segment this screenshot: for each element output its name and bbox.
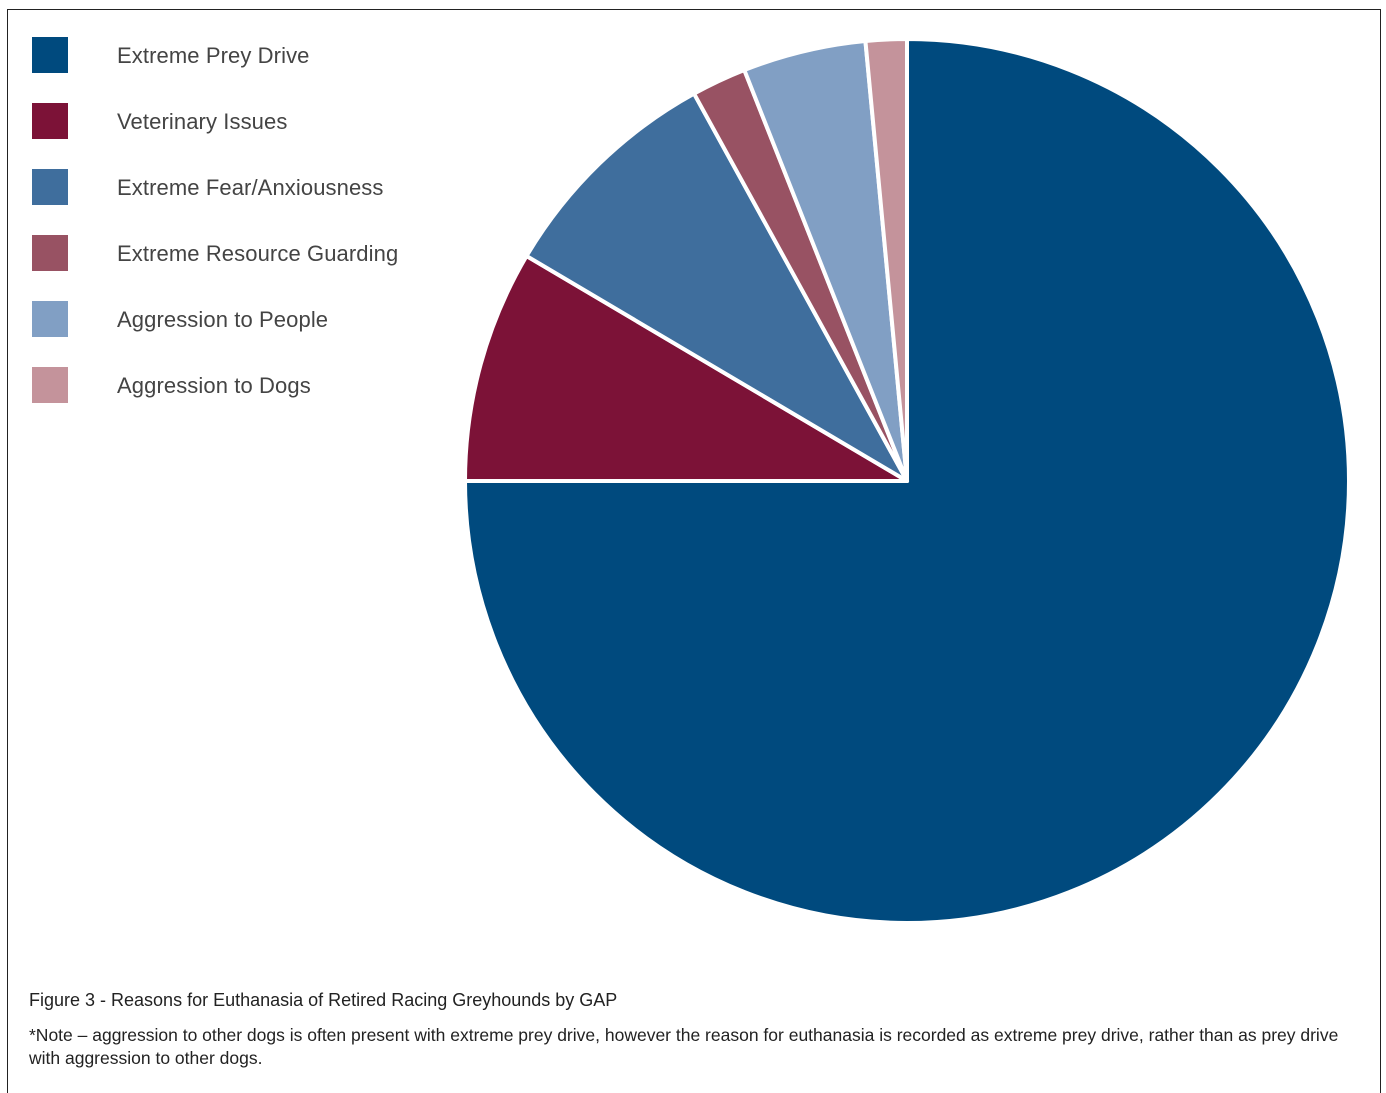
pie-slice-aggression-to-dogs (863, 37, 909, 483)
pie-slice-veterinary-issues (463, 254, 909, 483)
figure-note: *Note – aggression to other dogs is ofte… (29, 1025, 1339, 1068)
figure-caption: Figure 3 - Reasons for Euthanasia of Ret… (29, 990, 618, 1010)
pie-slices (463, 37, 1351, 925)
legend-label: Extreme Resource Guarding (117, 241, 399, 266)
pie-slice-extreme-prey-drive (463, 37, 1351, 925)
legend-label: Aggression to Dogs (117, 373, 311, 398)
figure-frame (7, 9, 1381, 1093)
legend-swatch (32, 169, 68, 205)
legend-swatch (32, 367, 68, 403)
legend-label: Veterinary Issues (117, 109, 288, 134)
legend-swatch (32, 301, 68, 337)
legend-swatch (32, 235, 68, 271)
legend-swatch (32, 37, 68, 73)
legend-label: Extreme Fear/Anxiousness (117, 175, 384, 200)
legend-label: Aggression to People (117, 307, 329, 332)
pie-slice-extreme-fear-anxiousness (524, 91, 909, 483)
legend-label: Extreme Prey Drive (117, 43, 310, 68)
legend-swatch (32, 103, 68, 139)
